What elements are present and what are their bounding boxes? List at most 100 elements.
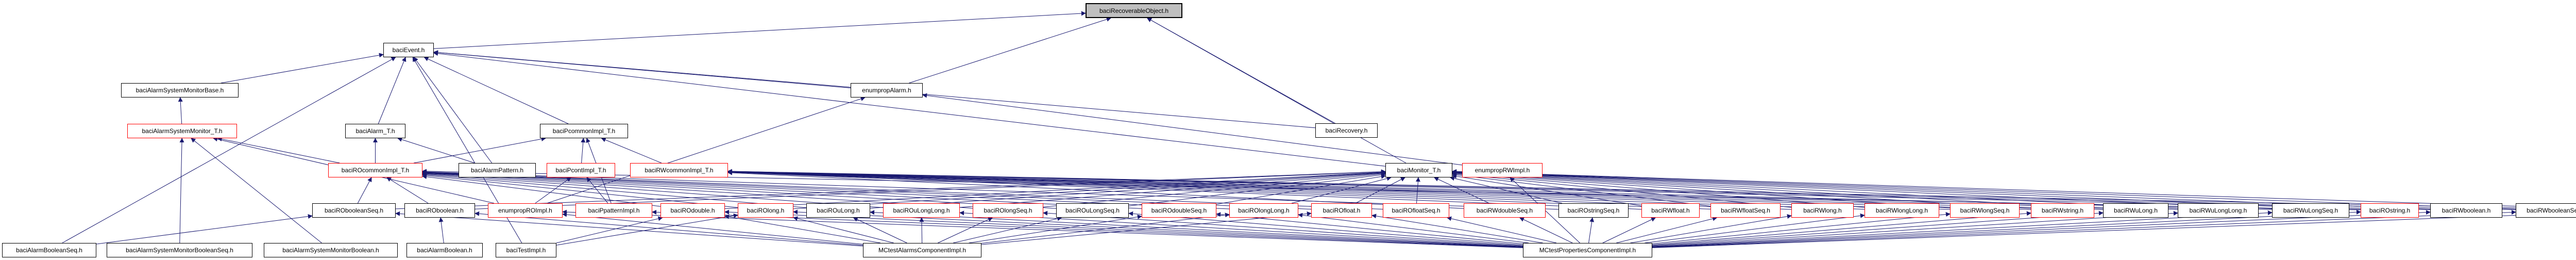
- graph-node-rolonglong[interactable]: baciROlongLong.h: [1229, 203, 1298, 218]
- include-edge-mctestprops-to-roulong: [870, 210, 1523, 247]
- graph-node-alarmboolean[interactable]: baciAlarmBoolean.h: [406, 243, 483, 257]
- graph-node-ppattern[interactable]: baciPpatternImpl.h: [575, 203, 652, 218]
- include-edge-mctestprops-to-rwlong: [1630, 214, 1792, 243]
- include-edge-mctestprops-to-rwfloatseq: [1616, 216, 1718, 243]
- include-edge-rofloatseq-to-monitor: [1415, 177, 1420, 204]
- include-edge-roboolean-to-rocommon: [386, 177, 429, 204]
- graph-node-recovery[interactable]: baciRecovery.h: [1315, 123, 1378, 138]
- graph-node-roulonglong[interactable]: baciROuLongLong.h: [883, 203, 960, 218]
- graph-node-rostringseq[interactable]: baciROstringSeq.h: [1558, 203, 1629, 218]
- graph-node-rwbooleanseq[interactable]: baciRWbooleanSeq.h: [2516, 203, 2576, 218]
- graph-node-roimpl[interactable]: enumpropROImpl.h: [488, 203, 563, 218]
- graph-node-event[interactable]: baciEvent.h: [383, 43, 434, 57]
- graph-node-asmBase[interactable]: baciAlarmSystemMonitorBase.h: [121, 83, 239, 98]
- include-edge-asmT-to-asmBase: [178, 97, 183, 124]
- include-edge-mctestprops-to-rwstring: [1652, 211, 2031, 245]
- graph-node-monitor[interactable]: baciMonitor_T.h: [1385, 163, 1452, 177]
- include-edge-asmbooleanseq-to-asmT: [179, 138, 184, 243]
- graph-node-alarmbooleanseq[interactable]: baciAlarmBooleanSeq.h: [2, 243, 96, 257]
- graph-node-roulong[interactable]: baciROuLong.h: [806, 203, 870, 218]
- include-edge-rolong-to-rocommon: [422, 173, 738, 208]
- graph-node-rolong[interactable]: baciROlong.h: [738, 203, 793, 218]
- include-edge-rostringseq-to-monitor: [1449, 176, 1563, 204]
- include-edge-mctestprops-to-roulonglong: [959, 210, 1523, 247]
- include-edge-roulong-to-monitor: [870, 170, 1386, 209]
- include-edge-asmboolean-to-asmT: [191, 138, 322, 243]
- graph-node-rwboolean[interactable]: baciRWboolean.h: [2430, 203, 2502, 218]
- graph-node-rwstring[interactable]: baciRWstring.h: [2031, 203, 2094, 218]
- include-edge-mctestprops-to-rwulongseq: [1652, 210, 2273, 247]
- include-edge-rwulongseq-to-rwcommon: [727, 169, 2273, 210]
- graph-node-pcont[interactable]: baciPcontImpl_T.h: [547, 163, 615, 177]
- include-edge-rwlong-to-rwcommon: [727, 170, 1792, 210]
- graph-node-alarmH[interactable]: enumpropAlarm.h: [851, 83, 923, 98]
- include-edge-mctestprops-to-rwboolean: [1652, 210, 2431, 248]
- graph-node-mctestalarms[interactable]: MCtestAlarmsComponentImpl.h: [863, 243, 981, 257]
- graph-node-mctestprops[interactable]: MCtestPropertiesComponentImpl.h: [1523, 243, 1652, 257]
- include-edge-rocommon-to-pcommon: [414, 137, 546, 164]
- graph-node-alarmPattern[interactable]: baciAlarmPattern.h: [459, 163, 536, 177]
- include-edge-alarmH-to-root: [909, 17, 1111, 84]
- include-edge-ppattern-to-pcont: [586, 177, 608, 204]
- graph-node-rwulongseq[interactable]: baciRWuLongSeq.h: [2272, 203, 2349, 218]
- include-edge-monitor-to-event: [433, 51, 1386, 167]
- graph-node-rodouble[interactable]: baciROdouble.h: [660, 203, 725, 218]
- graph-node-rwimpl[interactable]: enumpropRWImpl.h: [1462, 163, 1543, 177]
- include-edge-rwdoubleseq-to-monitor: [1434, 177, 1489, 204]
- graph-node-rwulong[interactable]: baciRWuLong.h: [2103, 203, 2168, 218]
- include-edge-mctestprops-to-roimpl: [562, 209, 1523, 248]
- graph-node-roboolean[interactable]: baciROboolean.h: [404, 203, 475, 218]
- include-edge-rolongseq-to-monitor: [1043, 171, 1386, 207]
- include-edge-rwcommon-to-pcommon: [601, 137, 662, 164]
- graph-node-asmT[interactable]: baciAlarmSystemMonitor_T.h: [127, 124, 237, 138]
- graph-node-rwulonglong[interactable]: baciRWuLongLong.h: [2178, 203, 2259, 218]
- include-edge-mctestprops-to-rolongseq: [1043, 210, 1523, 246]
- include-edge-rolonglong-to-monitor: [1291, 176, 1392, 204]
- graph-node-pcommon[interactable]: baciPcommonImpl_T.h: [540, 124, 628, 138]
- graph-node-rwfloat[interactable]: baciRWfloat.h: [1641, 203, 1700, 218]
- include-edge-mctestprops-to-rwulonglong: [1652, 210, 2178, 247]
- include-edge-rwlongseq-to-monitor: [1452, 170, 1951, 208]
- include-edge-mctestprops-to-rostring: [1652, 209, 2361, 248]
- graph-node-rofloat[interactable]: baciROfloat.h: [1311, 203, 1372, 218]
- include-edge-mctestprops-to-rwdoubleseq: [1519, 217, 1573, 243]
- include-edge-mctestprops-to-rolonglong: [1298, 213, 1529, 243]
- graph-node-roulongseq[interactable]: baciROuLongSeq.h: [1056, 203, 1129, 218]
- graph-node-rwlonglong[interactable]: baciRWlongLong.h: [1865, 203, 1939, 218]
- include-edge-rofloat-to-monitor: [1355, 177, 1405, 204]
- graph-node-alarmT[interactable]: baciAlarm_T.h: [345, 124, 405, 138]
- graph-node-rostring[interactable]: baciROstring.h: [2361, 203, 2419, 218]
- include-edge-rostring-to-monitor: [1452, 169, 2361, 210]
- include-edge-rwulong-to-rwcommon: [727, 169, 2104, 210]
- graph-node-robooleanseq[interactable]: baciRObooleanSeq.h: [312, 203, 396, 218]
- graph-node-rwfloatseq[interactable]: baciRWfloatSeq.h: [1710, 203, 1781, 218]
- include-edge-rolong-to-monitor: [793, 170, 1386, 209]
- include-edge-rocommon-to-asmT: [217, 137, 340, 164]
- include-edge-rwfloat-to-monitor: [1452, 174, 1642, 206]
- graph-node-root: baciRecoverableObject.h: [1086, 3, 1182, 18]
- include-edge-rwlonglong-to-rwcommon: [727, 169, 1865, 210]
- include-edge-rwstring-to-monitor: [1452, 170, 2031, 209]
- include-edge-alarmT-to-event: [378, 57, 406, 124]
- graph-node-rocommon[interactable]: baciROcommonImpl_T.h: [328, 163, 422, 177]
- graph-node-rwdoubleseq[interactable]: baciRWdoubleSeq.h: [1464, 203, 1546, 218]
- include-edge-rofloat-to-rocommon: [422, 170, 1312, 209]
- graph-node-asmbooleanseq[interactable]: baciAlarmSystemMonitorBooleanSeq.h: [107, 243, 252, 257]
- include-edge-mctestprops-to-rwfloat: [1602, 217, 1656, 243]
- include-edge-mctestalarms-to-rolongseq: [938, 217, 993, 243]
- graph-node-testimpl[interactable]: baciTestImpl.h: [496, 243, 556, 257]
- graph-node-asmboolean[interactable]: baciAlarmSystemMonitorBoolean.h: [264, 243, 398, 257]
- include-edge-rwulong-to-monitor: [1452, 170, 2104, 209]
- graph-node-rolongseq[interactable]: baciROlongSeq.h: [973, 203, 1043, 218]
- graph-node-rofloatseq[interactable]: baciROfloatSeq.h: [1383, 203, 1449, 218]
- graph-node-rwlongseq[interactable]: baciRWlongSeq.h: [1950, 203, 2020, 218]
- graph-node-rwcommon[interactable]: baciRWcommonImpl_T.h: [630, 163, 728, 177]
- include-edge-mctestalarms-to-robooleanseq: [395, 211, 863, 247]
- graph-node-rwlong[interactable]: baciRWlong.h: [1791, 203, 1854, 218]
- include-edge-mctestalarms-to-rodoubleseq: [969, 214, 1142, 243]
- include-edge-asmBase-to-event: [221, 53, 384, 84]
- include-edge-mctestprops-to-rodoubleseq: [1216, 212, 1523, 245]
- graph-node-rodoubleseq[interactable]: baciROdoubleSeq.h: [1142, 203, 1216, 218]
- include-edge-mctestprops-to-rwlongseq: [1652, 212, 1951, 244]
